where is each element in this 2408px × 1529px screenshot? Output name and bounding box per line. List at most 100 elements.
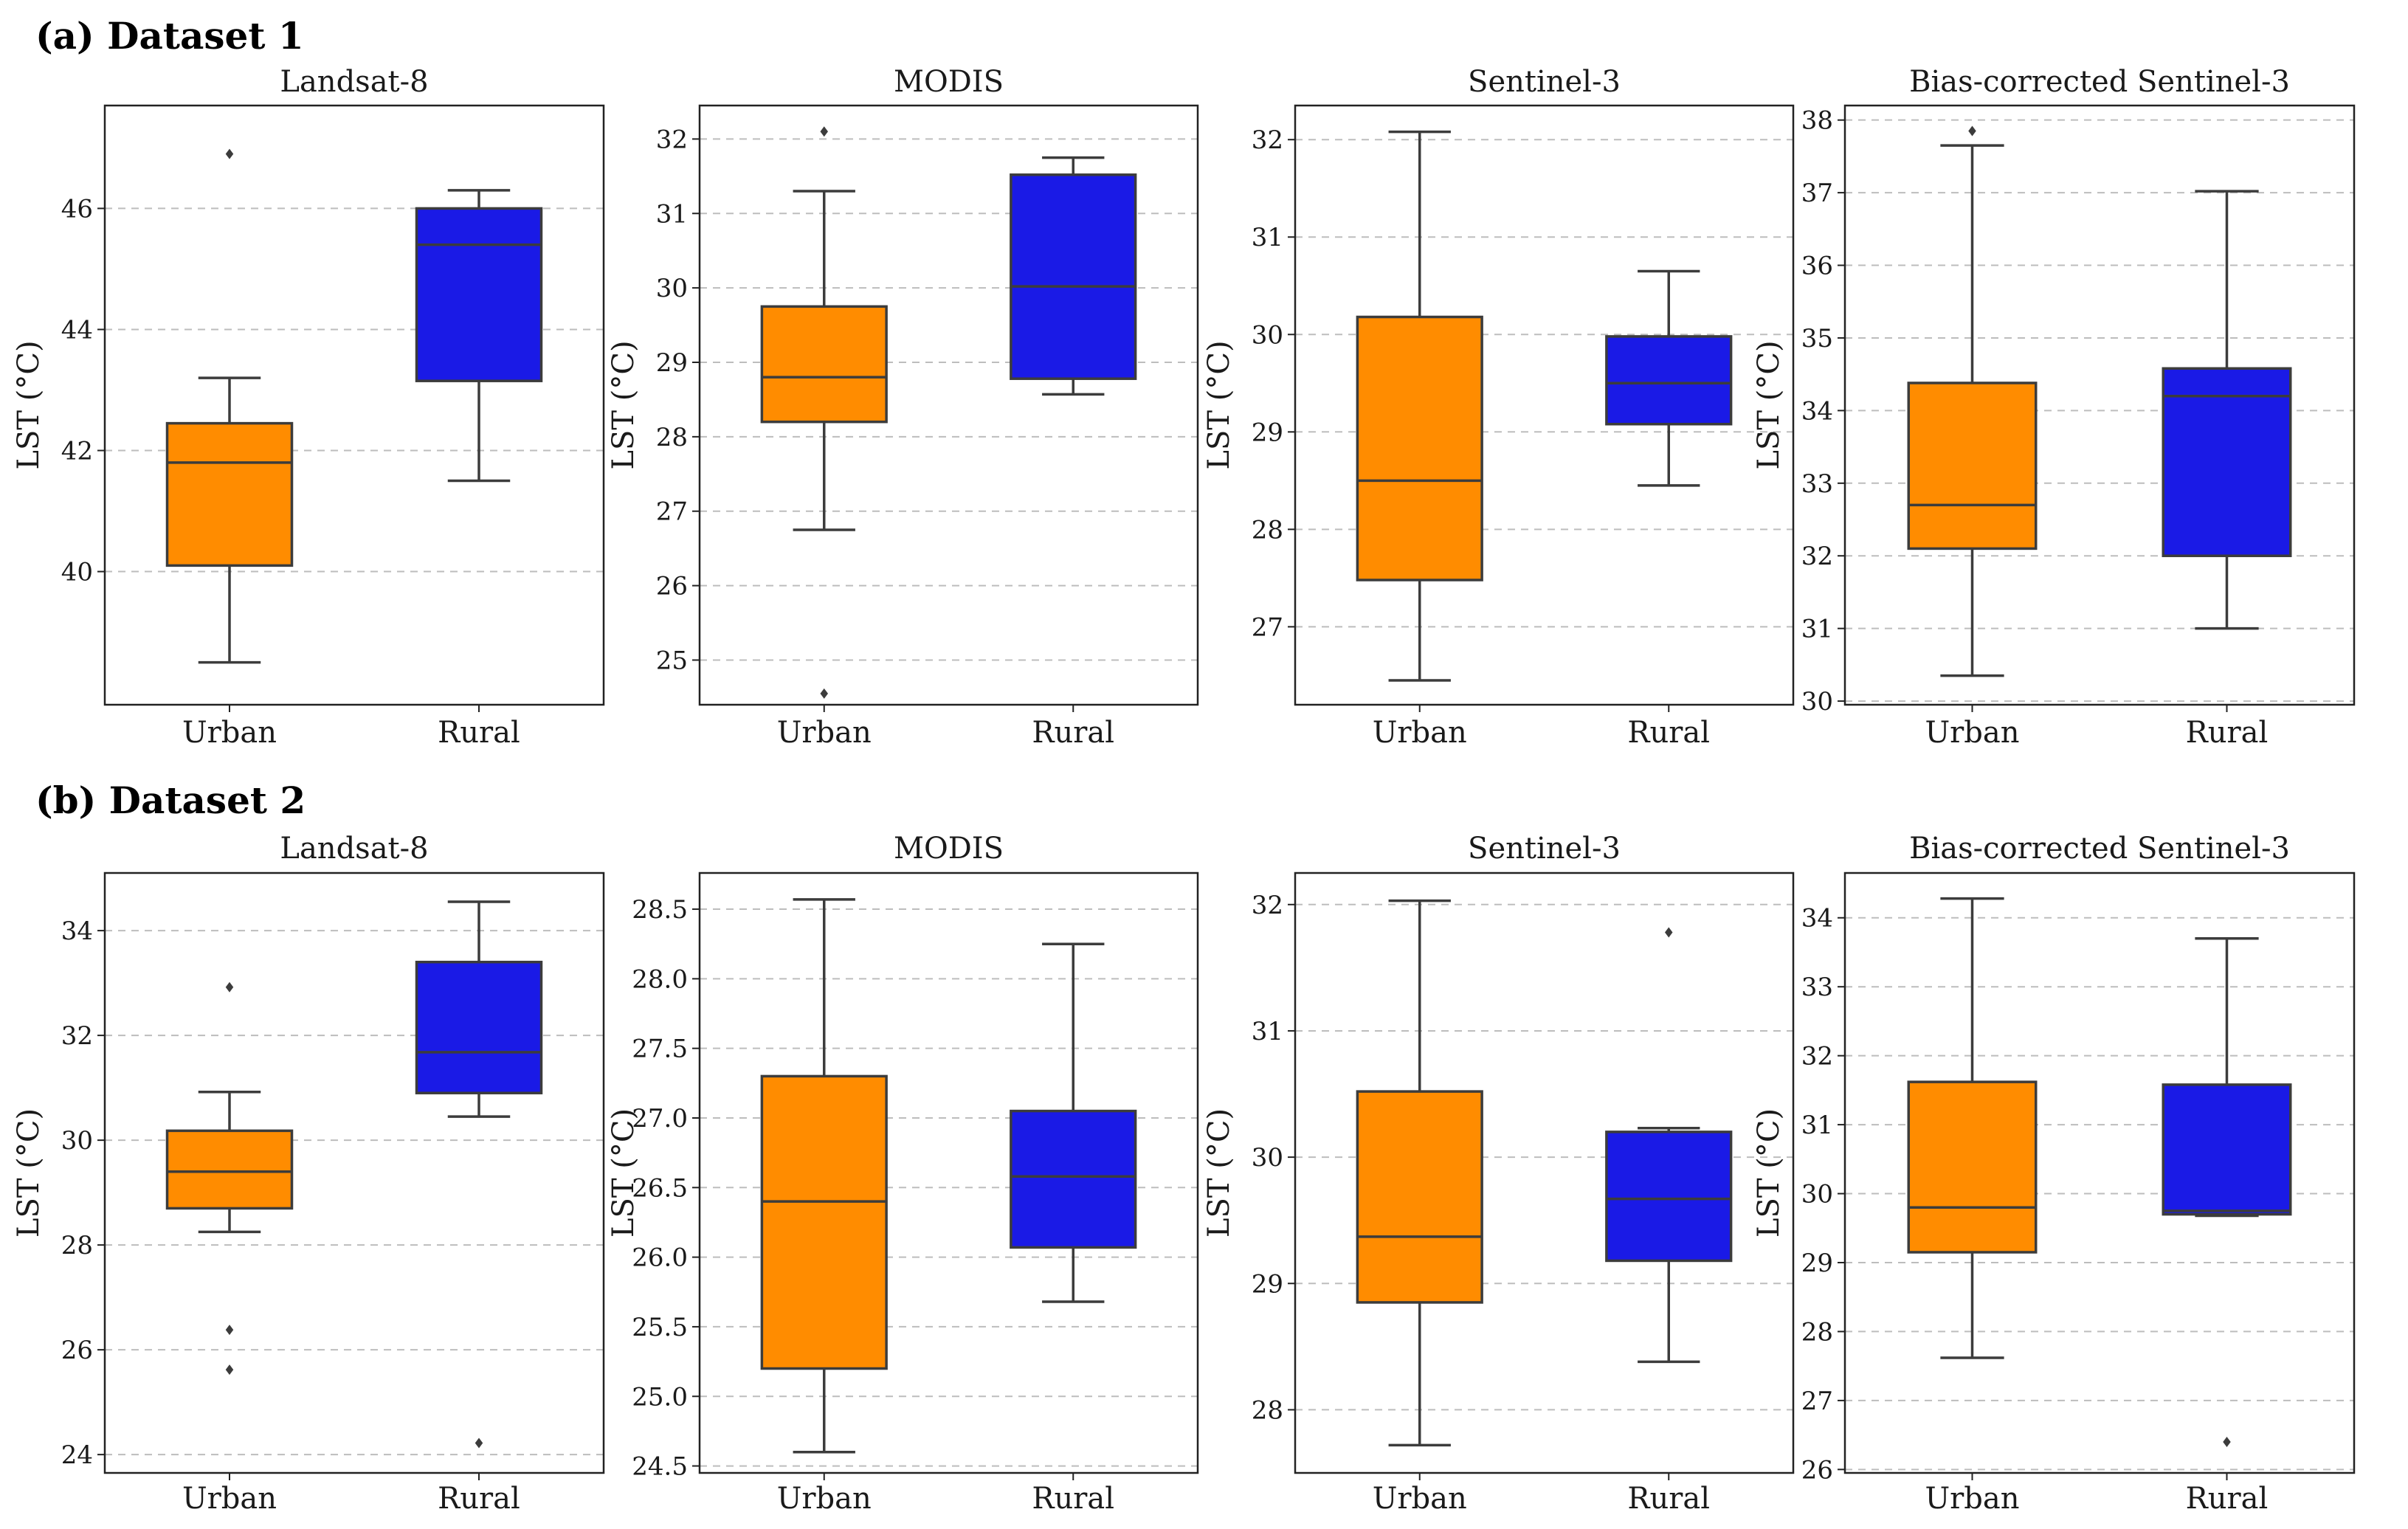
panel-2-ytick-label: 27 (656, 497, 688, 527)
panel-4-ytick-label: 37 (1801, 179, 1833, 208)
panel-4: 30 31 32 33 34 35 36 37 38 Bias-corrected Sentine… (1752, 65, 2356, 750)
panel-8-ytick-label: 34 (1801, 904, 1833, 933)
panel-2-ytick-label: 26 (656, 572, 688, 601)
panel-5-urban-outlier (225, 1364, 234, 1376)
panel-7: 28 29 30 31 32 Sentinel-3 LST (°C) Urban Rural (1202, 832, 1795, 1516)
panel-8-rural-category-label: Rural (2186, 1482, 2269, 1516)
panel-2-ytick-label: 31 (656, 199, 688, 229)
panel-4-urban-box (1907, 382, 2038, 550)
panel-6-ytick-label: 26.0 (632, 1243, 688, 1273)
panel-3-ytick-label: 28 (1252, 515, 1283, 545)
panel-4-ytick-label: 36 (1801, 252, 1833, 281)
panel-3-ylabel: LST (°C) (1202, 340, 1236, 469)
panel-7-rural-box (1605, 1131, 1733, 1263)
panel-6-ytick-label: 28.5 (632, 895, 688, 925)
panel-7-urban-category-label: Urban (1373, 1482, 1467, 1516)
panel-8-ytick-label: 27 (1801, 1387, 1833, 1416)
panel-2-urban-outlier (820, 126, 828, 137)
panel-6-urban-box (760, 1074, 888, 1370)
panel-6-rural-category-label: Rural (1032, 1482, 1114, 1516)
panel-2-ytick-label: 30 (656, 274, 688, 303)
panels-group: 40 42 44 46 Landsat-8 LST (°C) Urban Rural 25 26 2… (12, 65, 2356, 1516)
panel-8-urban-box (1907, 1080, 2038, 1254)
panel-1-urban-outlier (225, 148, 234, 159)
panel-6-ylabel: LST (°C) (607, 1108, 641, 1238)
panel-6-ytick-label: 28.0 (632, 964, 688, 994)
panel-5-ylabel: LST (°C) (12, 1108, 46, 1238)
panel-2-ylabel: LST (°C) (607, 340, 641, 469)
panel-5-rural-category-label: Rural (438, 1482, 520, 1516)
panel-2-ytick-label: 25 (656, 646, 688, 675)
panel-4-ytick-label: 34 (1801, 396, 1833, 426)
panel-1-title: Landsat-8 (280, 65, 428, 99)
panel-6-ytick-label: 24.5 (632, 1452, 688, 1482)
panel-7-rural-category-label: Rural (1627, 1482, 1710, 1516)
panel-7-ytick-label: 30 (1252, 1143, 1283, 1173)
panel-4-ytick-label: 35 (1801, 324, 1833, 353)
panel-3-rural-category-label: Rural (1627, 716, 1710, 750)
panel-7-ylabel: LST (°C) (1202, 1108, 1236, 1238)
panel-1-urban-box (165, 421, 294, 567)
panel-4-rural-box (2162, 367, 2292, 557)
panel-6: 24.5 25.0 25.5 26.0 26.5 27.0 27.5 28.0 28.5 MODI… (607, 832, 1199, 1516)
panel-5-ytick-label: 24 (61, 1440, 93, 1470)
panel-4-urban-outlier (1968, 125, 1976, 137)
panel-5-ytick-label: 34 (61, 917, 93, 946)
panel-7-ytick-label: 32 (1252, 891, 1283, 920)
panel-7-title: Sentinel-3 (1468, 832, 1621, 866)
panel-4-rural-category-label: Rural (2186, 716, 2269, 750)
panel-5-urban-box (165, 1129, 294, 1210)
panel-3-ytick-label: 29 (1252, 418, 1283, 447)
panel-6-title: MODIS (894, 832, 1004, 866)
panel-6-ytick-label: 25.0 (632, 1382, 688, 1412)
panel-8-ytick-label: 30 (1801, 1180, 1833, 1209)
panel-4-frame (1843, 104, 2356, 706)
panel-8-frame (1843, 872, 2356, 1474)
panel-5-frame (103, 872, 605, 1474)
panel-3-title: Sentinel-3 (1468, 65, 1621, 99)
panel-6-ytick-label: 27.5 (632, 1035, 688, 1064)
panel-5-urban-outlier (225, 1325, 234, 1336)
panel-8-ytick-label: 32 (1801, 1042, 1833, 1071)
section-label-dataset-1: (a) Dataset 1 (35, 14, 304, 58)
panel-2-frame (698, 104, 1199, 706)
panel-6-ytick-label: 26.5 (632, 1173, 688, 1203)
panel-5-ytick-label: 26 (61, 1336, 93, 1365)
panel-8-rural-outlier (2223, 1436, 2231, 1447)
panel-6-ytick-label: 25.5 (632, 1313, 688, 1342)
panel-1-ytick-label: 40 (61, 558, 93, 587)
panel-4-title: Bias-corrected Sentinel-3 (1909, 65, 2290, 99)
panel-4-ytick-label: 33 (1801, 469, 1833, 499)
panel-5-ytick-label: 30 (61, 1126, 93, 1156)
panel-5: 24 26 28 30 32 34 Landsat-8 LST (°C) Urban Rural (12, 832, 605, 1516)
panel-7-ytick-label: 31 (1252, 1017, 1283, 1046)
panel-1-ytick-label: 42 (61, 437, 93, 466)
panel-4-ytick-label: 30 (1801, 687, 1833, 717)
panel-1-ylabel: LST (°C) (12, 340, 46, 469)
panel-2-urban-category-label: Urban (777, 716, 872, 750)
panel-7-urban-box (1356, 1090, 1483, 1304)
panel-1: 40 42 44 46 Landsat-8 LST (°C) Urban Rural (12, 65, 605, 750)
panel-7-frame (1294, 872, 1795, 1474)
panel-8-rural-box (2162, 1083, 2292, 1216)
panel-3-frame (1294, 104, 1795, 706)
panel-7-rural-outlier (1665, 927, 1673, 938)
panel-5-title: Landsat-8 (280, 832, 428, 866)
panel-4-ytick-label: 32 (1801, 542, 1833, 571)
panel-1-frame (103, 104, 605, 706)
panel-5-rural-outlier (475, 1437, 483, 1449)
panel-8-ytick-label: 33 (1801, 973, 1833, 1002)
panel-5-rural-box (415, 960, 543, 1094)
panel-8-ytick-label: 29 (1801, 1249, 1833, 1278)
panel-6-rural-box (1010, 1109, 1137, 1249)
panel-2-urban-outlier (820, 688, 828, 699)
panel-3-ytick-label: 32 (1252, 125, 1283, 155)
panel-2-ytick-label: 32 (656, 125, 688, 154)
panel-5-ytick-label: 28 (61, 1231, 93, 1260)
panel-1-ytick-label: 44 (61, 315, 93, 345)
panel-8-ylabel: LST (°C) (1752, 1108, 1786, 1238)
panel-1-ytick-label: 46 (61, 194, 93, 224)
panel-2-ytick-label: 29 (656, 348, 688, 378)
panel-2-title: MODIS (894, 65, 1004, 99)
